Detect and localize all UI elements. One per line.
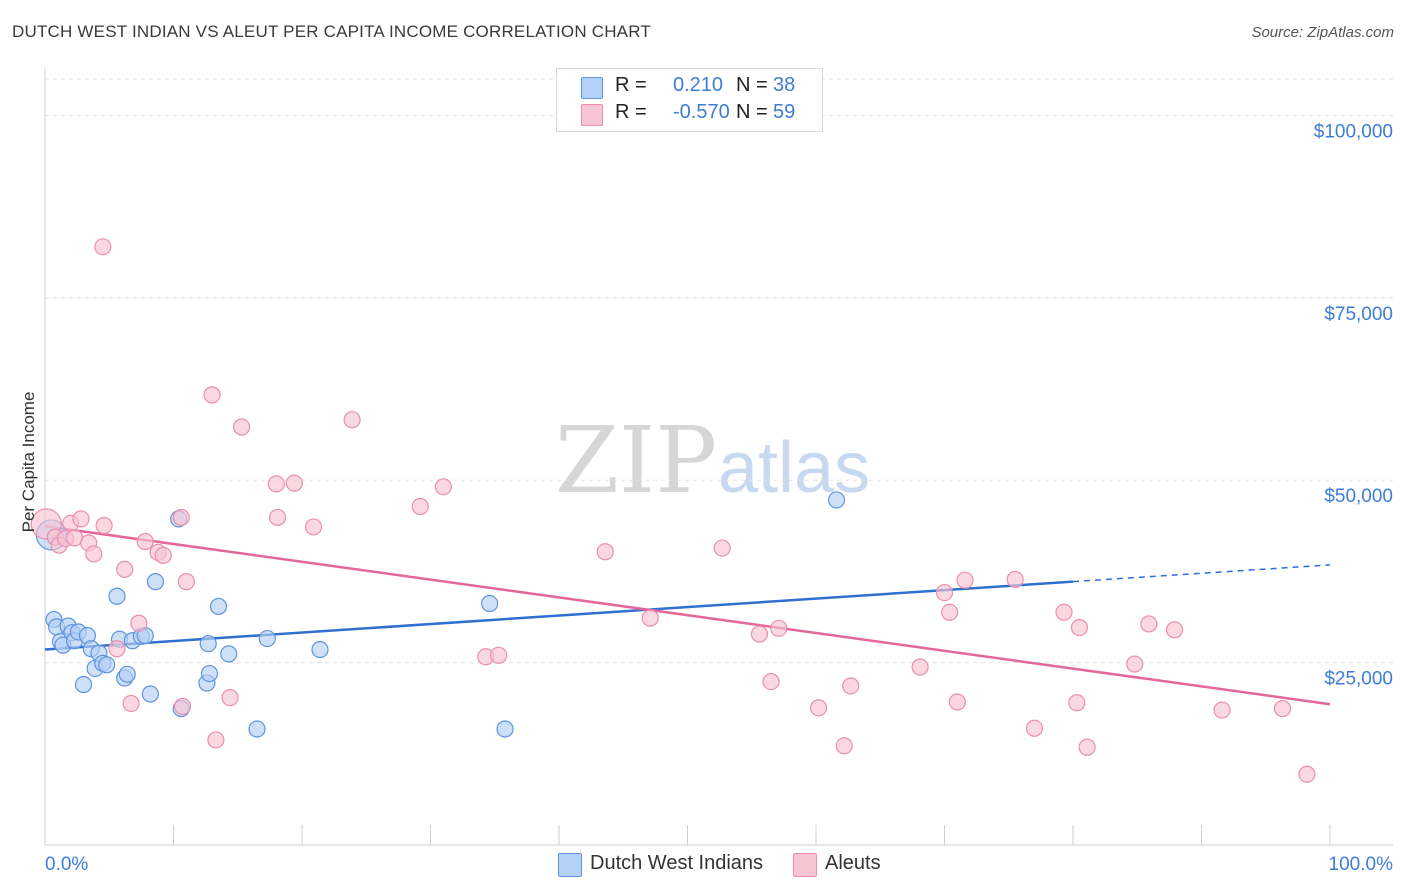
blue-swatch-icon — [581, 77, 603, 99]
legend-series-label: Dutch West Indians — [590, 852, 764, 874]
data-point-aleuts — [207, 731, 225, 749]
data-point-aleuts — [842, 677, 860, 695]
data-point-aleuts — [343, 411, 361, 429]
data-point-aleuts — [122, 694, 140, 713]
data-point-aleuts — [1126, 655, 1144, 673]
data-point-dutch-west-indians — [220, 645, 238, 663]
data-point-aleuts — [835, 737, 853, 755]
data-point-aleuts — [154, 546, 172, 564]
data-point-dutch-west-indians — [248, 720, 266, 738]
data-point-aleuts — [911, 658, 929, 676]
data-point-aleuts — [85, 545, 103, 563]
data-point-aleuts — [713, 539, 731, 557]
data-point-dutch-west-indians — [200, 664, 219, 683]
y-tick-label: $75,000 — [1324, 304, 1393, 325]
data-point-aleuts — [596, 543, 614, 561]
data-point-aleuts — [108, 640, 126, 658]
y-tick-label: $50,000 — [1324, 486, 1393, 507]
x-tick-label: 100.0% — [1329, 854, 1394, 875]
data-point-dutch-west-indians — [74, 675, 93, 694]
data-point-aleuts — [177, 573, 195, 591]
legend-n-value: 38 — [773, 74, 796, 96]
data-point-aleuts — [1055, 603, 1073, 621]
data-point-dutch-west-indians — [98, 656, 116, 674]
data-point-aleuts — [285, 474, 303, 492]
data-point-aleuts — [268, 508, 287, 527]
trend-line-aleuts — [44, 524, 1331, 706]
data-point-aleuts — [1140, 615, 1158, 633]
data-point-aleuts — [935, 583, 954, 602]
chart-source: Source: ZipAtlas.com — [1251, 24, 1394, 41]
data-point-aleuts — [72, 510, 90, 528]
watermark-atlas: atlas — [718, 428, 870, 508]
data-point-dutch-west-indians — [209, 597, 228, 616]
data-point-aleuts — [762, 672, 780, 691]
legend-series-label: Aleuts — [825, 852, 881, 874]
data-point-aleuts — [173, 697, 192, 715]
data-point-aleuts — [94, 238, 112, 256]
data-point-aleuts — [203, 386, 221, 404]
data-point-aleuts — [411, 497, 429, 516]
data-point-dutch-west-indians — [199, 635, 217, 653]
y-axis-label: Per Capita Income — [19, 392, 38, 533]
data-point-dutch-west-indians — [258, 629, 276, 648]
data-point-dutch-west-indians — [118, 665, 136, 683]
data-point-aleuts — [1213, 701, 1231, 719]
data-point-aleuts — [95, 516, 113, 535]
chart-title: DUTCH WEST INDIAN VS ALEUT PER CAPITA IN… — [12, 22, 651, 41]
data-point-dutch-west-indians — [496, 720, 514, 738]
y-tick-label: $25,000 — [1324, 669, 1393, 690]
pink-swatch-icon — [793, 853, 817, 877]
data-point-aleuts — [267, 475, 285, 493]
data-point-aleuts — [1078, 738, 1096, 756]
data-point-aleuts — [1006, 570, 1024, 589]
data-point-aleuts — [172, 508, 190, 527]
data-point-aleuts — [116, 560, 134, 578]
data-point-aleuts — [641, 609, 659, 627]
data-point-aleuts — [809, 699, 828, 717]
legend-n-label: N = — [736, 101, 768, 123]
data-point-aleuts — [1165, 621, 1184, 639]
data-point-aleuts — [304, 518, 323, 536]
data-point-aleuts — [136, 532, 154, 551]
data-point-aleuts — [1025, 719, 1044, 737]
data-point-aleuts — [1070, 619, 1089, 637]
data-point-aleuts — [233, 418, 251, 436]
data-point-dutch-west-indians — [141, 685, 159, 703]
data-point-dutch-west-indians — [146, 573, 165, 591]
data-point-aleuts — [956, 571, 974, 589]
legend-r-value: 0.210 — [673, 74, 724, 96]
data-point-aleuts — [770, 619, 788, 637]
legend-r-label: R = — [615, 101, 647, 123]
trend-line-dutch-west-indians — [44, 580, 1074, 651]
data-point-aleuts — [948, 693, 966, 711]
data-point-aleuts — [941, 603, 959, 621]
legend-r-label: R = — [615, 74, 647, 96]
data-point-aleuts — [1273, 699, 1292, 718]
data-point-aleuts — [750, 625, 769, 643]
data-point-aleuts — [434, 478, 452, 496]
trend-line-dutch-west-indians-extension — [1072, 564, 1331, 583]
data-point-dutch-west-indians — [311, 640, 329, 659]
data-point-dutch-west-indians — [827, 491, 846, 509]
legend-n-value: 59 — [773, 101, 796, 123]
legend-r-value: -0.570 — [673, 101, 730, 123]
data-point-dutch-west-indians — [108, 587, 126, 605]
data-point-aleuts — [1298, 765, 1316, 783]
data-point-aleuts — [1068, 694, 1086, 712]
data-point-aleuts — [490, 646, 508, 664]
data-point-aleuts — [130, 614, 148, 632]
legend-n-label: N = — [736, 74, 768, 96]
stats-legend: R = 0.210 N = 38 R = -0.570 N = 59 — [556, 68, 823, 132]
data-point-dutch-west-indians — [481, 594, 499, 613]
blue-swatch-icon — [558, 853, 582, 877]
pink-swatch-icon — [581, 104, 603, 126]
watermark-zip: ZIP — [555, 407, 717, 514]
data-point-aleuts — [221, 689, 239, 707]
y-tick-label: $100,000 — [1314, 121, 1393, 142]
x-tick-label: 0.0% — [45, 854, 88, 875]
